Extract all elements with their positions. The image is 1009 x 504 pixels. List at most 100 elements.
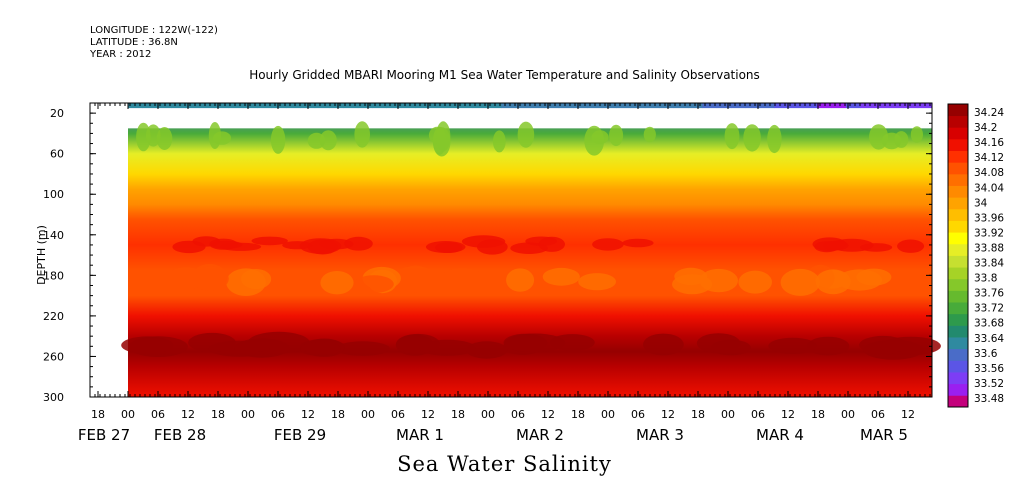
contour-blob xyxy=(172,240,206,254)
contour-blob xyxy=(780,268,820,296)
colorbar-label: 34 xyxy=(974,197,988,209)
y-tick-label: 180 xyxy=(43,269,64,282)
colorbar-swatch xyxy=(948,255,968,268)
colorbar-label: 33.52 xyxy=(974,378,1004,390)
colorbar-label: 33.92 xyxy=(974,227,1004,239)
colorbar-swatch xyxy=(948,208,968,221)
contour-blob xyxy=(354,121,371,148)
x-tick-label: 12 xyxy=(661,408,675,421)
colorbar-label: 34.04 xyxy=(974,182,1004,194)
chart-title: Hourly Gridded MBARI Mooring M1 Sea Wate… xyxy=(249,68,760,82)
contour-blob xyxy=(128,336,188,357)
y-tick-label: 20 xyxy=(50,107,64,120)
colorbar-label: 33.8 xyxy=(974,273,997,285)
contour-blob xyxy=(156,127,173,150)
contour-blob xyxy=(320,271,354,295)
contour-blob xyxy=(353,275,394,293)
contour-blob xyxy=(136,122,151,152)
x-tick-label: 12 xyxy=(901,408,915,421)
contour-blob xyxy=(768,337,817,354)
x-tick-label: 18 xyxy=(331,408,345,421)
colorbar-label: 33.64 xyxy=(974,333,1004,345)
surface-cell xyxy=(860,103,876,109)
contour-blob xyxy=(584,125,605,156)
surface-cell xyxy=(486,103,502,109)
x-tick-label: 00 xyxy=(481,408,495,421)
surface-cell xyxy=(386,103,402,109)
x-date-label: MAR 1 xyxy=(396,426,444,444)
x-tick-label: 12 xyxy=(541,408,555,421)
colorbar-swatch xyxy=(948,360,968,373)
contour-blob xyxy=(815,269,851,295)
contour-blob xyxy=(344,236,373,251)
contour-blob xyxy=(822,240,849,251)
contour-blob xyxy=(674,267,708,286)
contour-blob xyxy=(466,341,508,359)
x-date-label: MAR 3 xyxy=(636,426,684,444)
y-tick-label: 220 xyxy=(43,310,64,323)
surface-cell xyxy=(601,103,617,109)
colorbar-label: 33.96 xyxy=(974,212,1004,224)
surface-cell xyxy=(515,103,531,109)
surface-cell xyxy=(888,103,904,109)
surface-cell xyxy=(429,103,445,109)
x-tick-label: 18 xyxy=(571,408,585,421)
x-tick-label: 12 xyxy=(781,408,795,421)
surface-cell xyxy=(285,103,301,109)
contour-blob xyxy=(270,125,286,154)
colorbar-swatch xyxy=(948,104,968,117)
surface-cell xyxy=(343,103,359,109)
x-date-label: FEB 29 xyxy=(274,426,326,444)
colorbar-swatch xyxy=(948,173,968,186)
x-date-label: FEB 28 xyxy=(154,426,206,444)
surface-cell xyxy=(774,103,789,109)
contour-blob xyxy=(319,130,337,151)
colorbar-swatch xyxy=(948,313,968,326)
contour-blob xyxy=(549,334,595,351)
contour-blob xyxy=(435,242,463,254)
surface-cell xyxy=(573,103,588,109)
y-tick-label: 100 xyxy=(43,188,64,201)
surface-cell xyxy=(673,103,689,109)
x-tick-label: 06 xyxy=(151,408,165,421)
colorbar-swatch xyxy=(948,290,968,303)
colorbar-label: 34.12 xyxy=(974,152,1004,164)
colorbar-swatch xyxy=(948,337,968,350)
contour-blob xyxy=(167,267,206,290)
x-tick-label: 18 xyxy=(811,408,825,421)
contour-blob xyxy=(743,124,761,152)
surface-cell xyxy=(443,103,459,109)
colorbar-swatch xyxy=(948,115,968,128)
contour-blob xyxy=(643,126,656,143)
contour-blob xyxy=(856,268,892,286)
surface-cell xyxy=(745,103,761,109)
contour-blob xyxy=(767,124,782,154)
surface-cell xyxy=(214,103,229,109)
contour-blob xyxy=(395,333,441,355)
contour-blob xyxy=(897,239,925,253)
contour-blob xyxy=(738,270,772,294)
contour-blob xyxy=(299,238,342,254)
contour-blob xyxy=(492,130,506,153)
x-date-label: MAR 5 xyxy=(860,426,908,444)
colorbar-label: 34.2 xyxy=(974,122,997,134)
contour-blob xyxy=(503,333,548,352)
contour-blob xyxy=(894,131,909,148)
x-tick-label: 12 xyxy=(421,408,435,421)
colorbar-label: 33.84 xyxy=(974,258,1004,270)
plot-frame xyxy=(89,102,933,398)
x-tick-label: 00 xyxy=(601,408,615,421)
colorbar-swatch xyxy=(948,383,968,396)
surface-cell xyxy=(156,103,172,109)
latitude-label: LATITUDE : 36.8N xyxy=(90,37,178,48)
contour-blob xyxy=(436,121,451,152)
contour-blob xyxy=(724,123,740,150)
surface-cell xyxy=(228,103,244,109)
contour-blob xyxy=(251,236,288,246)
contour-blob xyxy=(506,268,535,292)
colorbar-swatch xyxy=(948,232,968,245)
x-tick-label: 00 xyxy=(121,408,135,421)
y-tick-label: 300 xyxy=(43,391,64,404)
y-tick-label: 140 xyxy=(43,229,64,242)
